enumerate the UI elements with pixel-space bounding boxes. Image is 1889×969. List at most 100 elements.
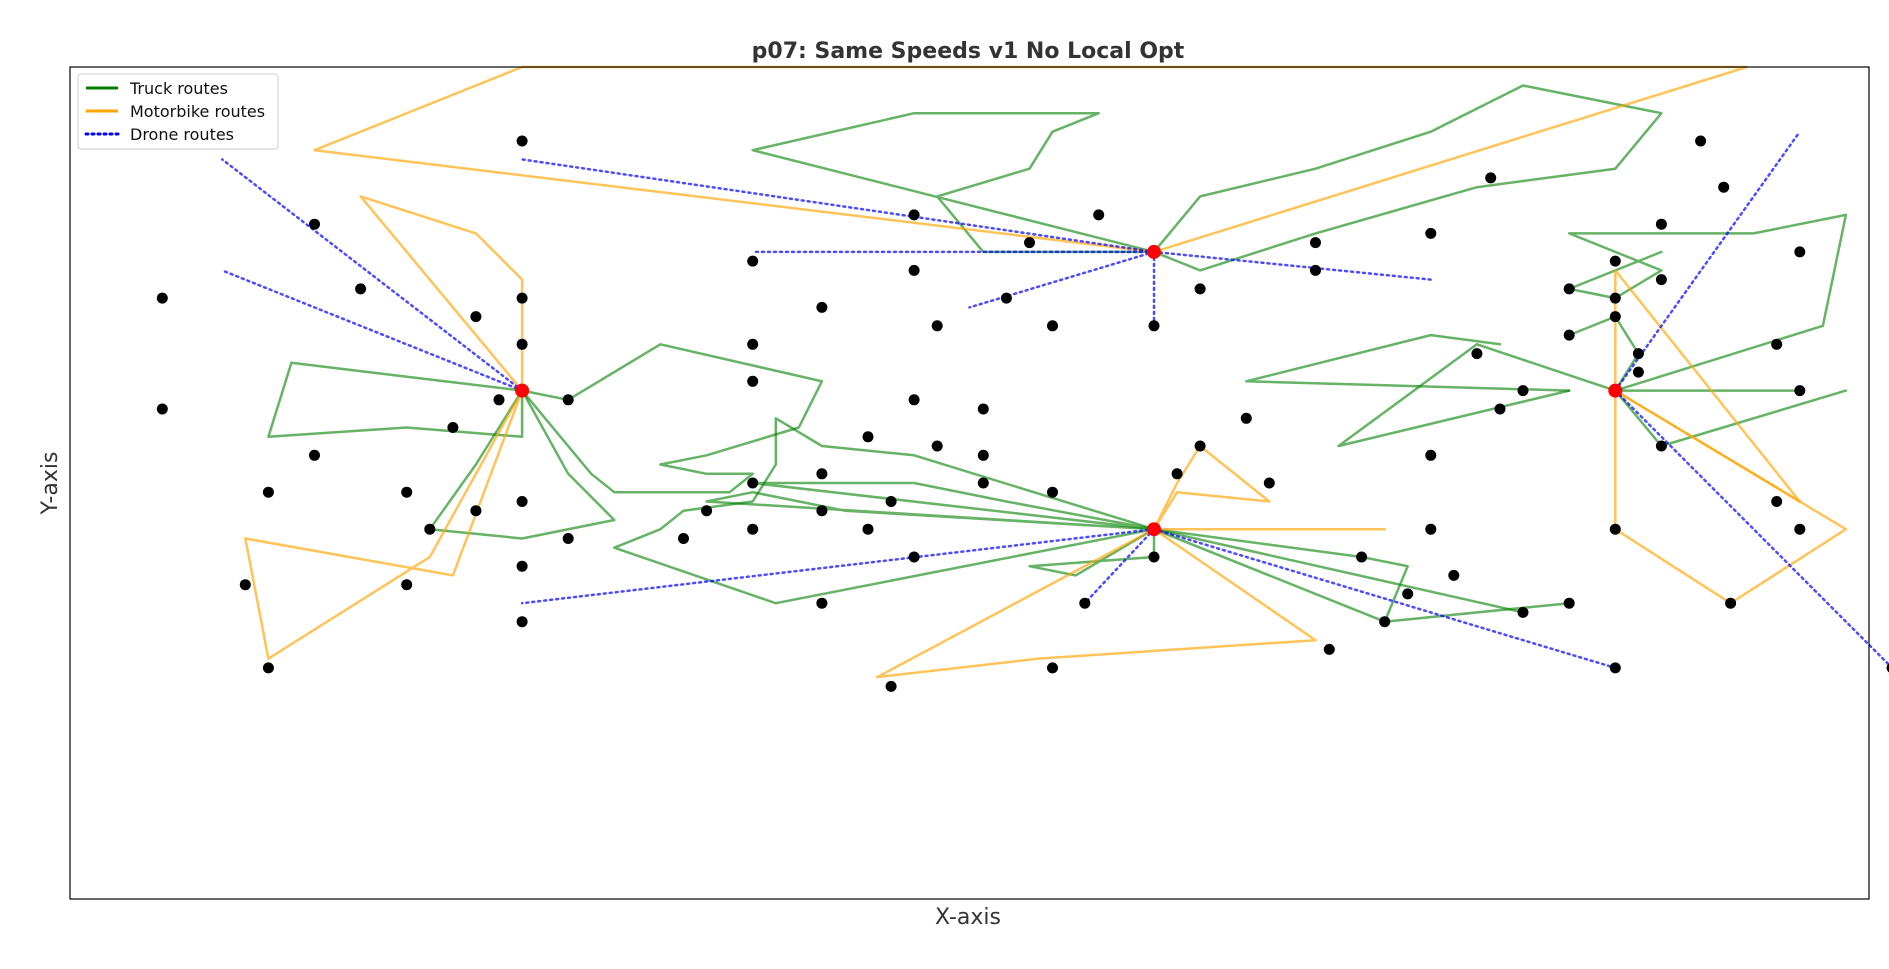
customer-point-68 <box>1494 403 1506 415</box>
customer-point-0 <box>516 135 528 147</box>
truck-route-9 <box>1152 527 1571 623</box>
customer-point-25 <box>1240 412 1252 424</box>
customer-point-14 <box>1047 320 1058 332</box>
motorbike-route-22 <box>875 527 1317 679</box>
customer-point-67 <box>1171 468 1183 480</box>
customer-point-19 <box>1425 227 1437 239</box>
customer-point-4 <box>516 292 528 304</box>
customer-point-76 <box>1609 662 1621 674</box>
legend-label-motorbike: Motorbike routes <box>130 102 265 121</box>
customer-point-83 <box>1632 348 1644 360</box>
drone-route-35 <box>1614 130 1802 392</box>
customer-point-75 <box>1563 597 1575 609</box>
customer-point-15 <box>747 338 759 350</box>
customer-point-37 <box>516 496 528 507</box>
customer-point-26 <box>1425 449 1437 461</box>
customer-point-64 <box>516 616 528 628</box>
customer-point-86 <box>1609 311 1621 323</box>
drone-route-29 <box>1152 250 1433 281</box>
truck-route-16 <box>1567 315 1640 392</box>
customer-point-44 <box>747 477 759 489</box>
motorbike-route-19 <box>244 389 524 660</box>
drone-route-36 <box>1614 389 1889 667</box>
customer-point-39 <box>747 375 759 387</box>
customer-point-50 <box>424 523 436 535</box>
truck-route-11 <box>1337 343 1617 448</box>
customer-point-54 <box>262 662 274 674</box>
customer-point-40 <box>977 403 989 415</box>
customer-point-80 <box>1563 283 1575 295</box>
customer-point-30 <box>470 311 482 323</box>
customer-point-33 <box>493 394 505 406</box>
drone-route-30 <box>220 158 524 392</box>
depot-point-3 <box>1608 383 1623 398</box>
truck-route-4 <box>428 389 616 540</box>
customer-point-70 <box>1356 551 1368 563</box>
customer-point-18 <box>1310 264 1321 276</box>
legend-label-drone: Drone routes <box>130 125 234 144</box>
truck-route-3 <box>520 343 824 494</box>
customer-point-28 <box>1471 348 1483 360</box>
customer-point-5 <box>156 403 168 415</box>
customer-point-61 <box>1148 551 1160 563</box>
depot-point-1 <box>515 383 530 398</box>
customer-point-65 <box>1194 440 1206 452</box>
customer-point-62 <box>1079 597 1091 609</box>
customer-point-49 <box>470 505 482 517</box>
points-layer <box>156 135 1889 692</box>
customer-point-85 <box>1563 329 1575 341</box>
customer-point-57 <box>816 505 828 517</box>
motorbike-route-20 <box>1152 444 1271 531</box>
customer-point-43 <box>816 468 828 480</box>
truck-route-10 <box>1152 527 1525 614</box>
customer-point-94 <box>1609 523 1621 535</box>
customer-point-51 <box>516 560 528 572</box>
customer-point-88 <box>1771 338 1783 350</box>
customer-point-42 <box>931 440 943 452</box>
truck-route-8 <box>1028 527 1156 577</box>
customer-point-34 <box>309 449 320 461</box>
customer-point-93 <box>1725 597 1737 609</box>
customer-point-11 <box>908 264 920 276</box>
customer-point-55 <box>885 496 897 507</box>
customer-point-27 <box>1148 320 1160 332</box>
truck-route-15 <box>1567 213 1848 392</box>
customer-point-82 <box>1655 274 1667 286</box>
customer-point-7 <box>908 209 920 221</box>
customer-point-48 <box>562 533 574 544</box>
customer-point-58 <box>977 477 989 489</box>
customer-point-24 <box>862 431 874 443</box>
customer-point-84 <box>1632 366 1644 378</box>
customer-point-1 <box>309 218 320 230</box>
drone-route-33 <box>1083 527 1156 605</box>
truck-route-7 <box>751 481 1156 531</box>
customer-point-74 <box>1517 606 1529 618</box>
customer-point-89 <box>1794 385 1806 397</box>
truck-route-5 <box>613 417 1156 605</box>
customer-point-90 <box>1655 440 1667 452</box>
customer-point-22 <box>1609 292 1621 304</box>
customer-point-52 <box>401 579 413 591</box>
plot-frame <box>69 66 1870 900</box>
customer-point-63 <box>816 597 828 609</box>
customer-point-56 <box>862 523 874 535</box>
customer-point-66 <box>1263 477 1275 489</box>
truck-route-1 <box>1152 84 1663 272</box>
customer-point-91 <box>1771 496 1783 507</box>
drone-route-25 <box>520 158 1156 254</box>
customer-point-59 <box>908 551 920 563</box>
legend-box <box>77 73 279 150</box>
customer-point-79 <box>1323 643 1335 655</box>
legend: Truck routes Motorbike routes Drone rout… <box>77 73 279 150</box>
depot-point-0 <box>1147 244 1161 259</box>
x-axis-label: X-axis <box>935 905 1001 930</box>
drone-route-32 <box>520 527 1156 605</box>
drone-route-34 <box>1152 527 1617 670</box>
customer-point-72 <box>1448 569 1460 581</box>
customer-point-23 <box>1310 237 1321 249</box>
customer-point-46 <box>701 505 713 517</box>
customer-point-45 <box>747 523 759 535</box>
depots-layer <box>515 244 1623 537</box>
customer-point-97 <box>1517 385 1529 397</box>
